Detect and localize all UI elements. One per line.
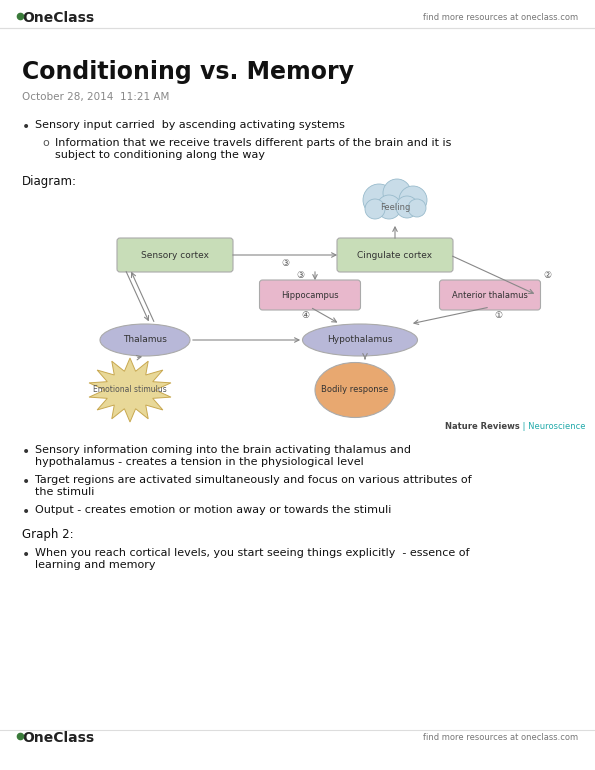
FancyBboxPatch shape (117, 238, 233, 272)
Text: •: • (22, 548, 30, 562)
Text: ③: ③ (281, 259, 289, 267)
Polygon shape (89, 358, 171, 422)
Ellipse shape (302, 324, 418, 356)
Text: Sensory information coming into the brain activating thalamus and
hypothalamus -: Sensory information coming into the brai… (35, 445, 411, 467)
Circle shape (363, 184, 395, 216)
Text: Nature Reviews: Nature Reviews (445, 422, 520, 431)
FancyBboxPatch shape (259, 280, 361, 310)
Text: Cingulate cortex: Cingulate cortex (358, 250, 433, 259)
FancyBboxPatch shape (440, 280, 540, 310)
Text: o: o (42, 138, 49, 148)
Circle shape (399, 186, 427, 214)
FancyBboxPatch shape (337, 238, 453, 272)
Text: find more resources at oneclass.com: find more resources at oneclass.com (423, 14, 578, 22)
Text: Bodily response: Bodily response (321, 386, 389, 394)
Circle shape (383, 179, 411, 207)
Text: find more resources at oneclass.com: find more resources at oneclass.com (423, 734, 578, 742)
Text: Hypothalamus: Hypothalamus (327, 336, 393, 344)
Circle shape (377, 195, 401, 219)
Text: Output - creates emotion or motion away or towards the stimuli: Output - creates emotion or motion away … (35, 505, 392, 515)
Text: ④: ④ (301, 310, 309, 320)
Text: OneClass: OneClass (22, 731, 94, 745)
Text: Conditioning vs. Memory: Conditioning vs. Memory (22, 60, 354, 84)
Text: 11:21 AM: 11:21 AM (120, 92, 170, 102)
Text: •: • (22, 505, 30, 519)
Text: October 28, 2014: October 28, 2014 (22, 92, 114, 102)
Circle shape (396, 196, 418, 218)
Text: Emotional stimulus: Emotional stimulus (93, 386, 167, 394)
Ellipse shape (100, 324, 190, 356)
Text: Feeling: Feeling (380, 203, 410, 212)
Text: Hippocampus: Hippocampus (281, 290, 339, 300)
Text: | Neuroscience: | Neuroscience (520, 422, 585, 431)
Text: Target regions are activated simultaneously and focus on various attributes of
t: Target regions are activated simultaneou… (35, 475, 472, 497)
Text: •: • (22, 475, 30, 489)
Text: Sensory input carried  by ascending activating systems: Sensory input carried by ascending activ… (35, 120, 345, 130)
Ellipse shape (315, 363, 395, 417)
Text: •: • (22, 445, 30, 459)
Text: •: • (22, 120, 30, 134)
Text: When you reach cortical levels, you start seeing things explicitly  - essence of: When you reach cortical levels, you star… (35, 548, 469, 570)
Text: ①: ① (494, 310, 502, 320)
Text: Diagram:: Diagram: (22, 175, 77, 188)
Text: OneClass: OneClass (22, 11, 94, 25)
Text: Information that we receive travels different parts of the brain and it is
subje: Information that we receive travels diff… (55, 138, 452, 159)
Text: ③: ③ (296, 272, 304, 280)
Text: Thalamus: Thalamus (123, 336, 167, 344)
Text: Sensory cortex: Sensory cortex (141, 250, 209, 259)
Circle shape (408, 199, 426, 217)
Text: ②: ② (543, 270, 551, 280)
Circle shape (365, 199, 385, 219)
Text: Anterior thalamus: Anterior thalamus (452, 290, 528, 300)
Text: Graph 2:: Graph 2: (22, 528, 74, 541)
